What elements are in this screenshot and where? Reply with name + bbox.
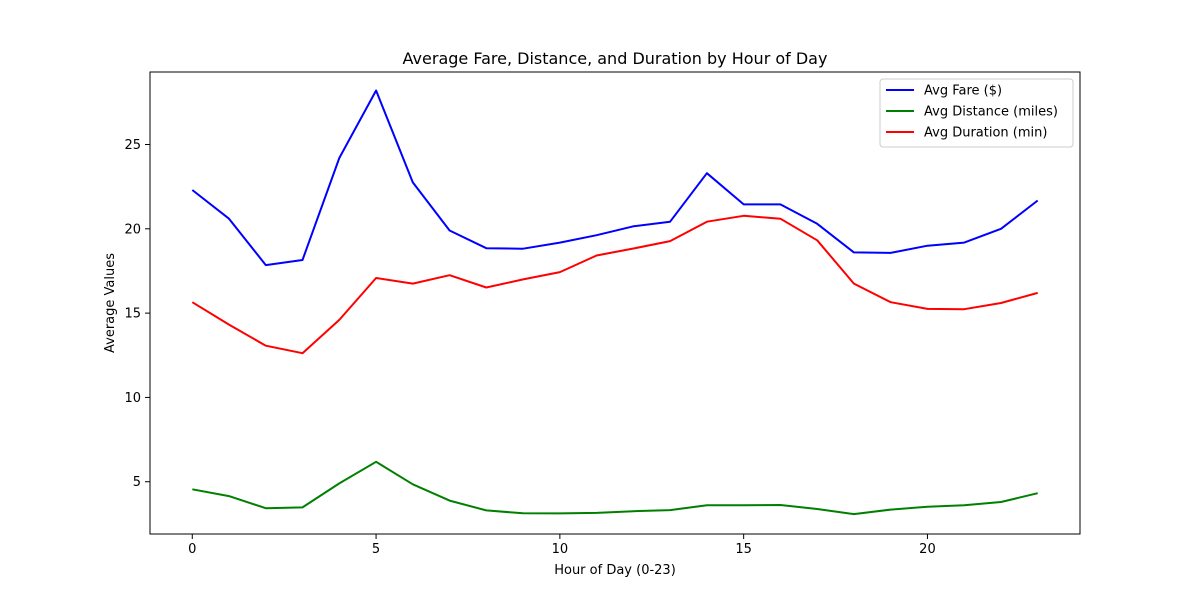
- x-tick-label: 15: [735, 542, 752, 557]
- x-axis-label: Hour of Day (0-23): [554, 563, 676, 578]
- plot-frame: [149, 71, 1081, 535]
- legend-label-2: Avg Duration (min): [924, 126, 1047, 141]
- chart-title: Average Fare, Distance, and Duration by …: [403, 49, 828, 68]
- legend-label-0: Avg Fare ($): [924, 84, 1002, 99]
- x-tick-label: 5: [372, 542, 380, 557]
- y-axis: 5 10 15 20 25: [124, 138, 150, 490]
- series-line-1: [192, 460, 1038, 516]
- legend-label-1: Avg Distance (miles): [924, 105, 1058, 120]
- plot-area: [191, 89, 1039, 516]
- y-tick-label: 20: [124, 222, 141, 237]
- series-line-2: [191, 214, 1038, 355]
- legend-box: [879, 78, 1074, 148]
- y-tick-label: 15: [124, 307, 141, 322]
- x-tick-label: 0: [188, 542, 196, 557]
- y-tick-label: 25: [124, 138, 141, 153]
- x-tick-label: 20: [919, 542, 936, 557]
- legend: Avg Fare ($) Avg Distance (miles) Avg Dura…: [879, 78, 1074, 148]
- x-axis: 0 5 10 15 20: [188, 534, 936, 557]
- x-tick-label: 10: [552, 542, 569, 557]
- y-tick-label: 10: [124, 391, 141, 406]
- series-line-0: [191, 89, 1039, 267]
- y-tick-label: 5: [133, 475, 141, 490]
- y-axis-label: Average Values: [103, 253, 118, 353]
